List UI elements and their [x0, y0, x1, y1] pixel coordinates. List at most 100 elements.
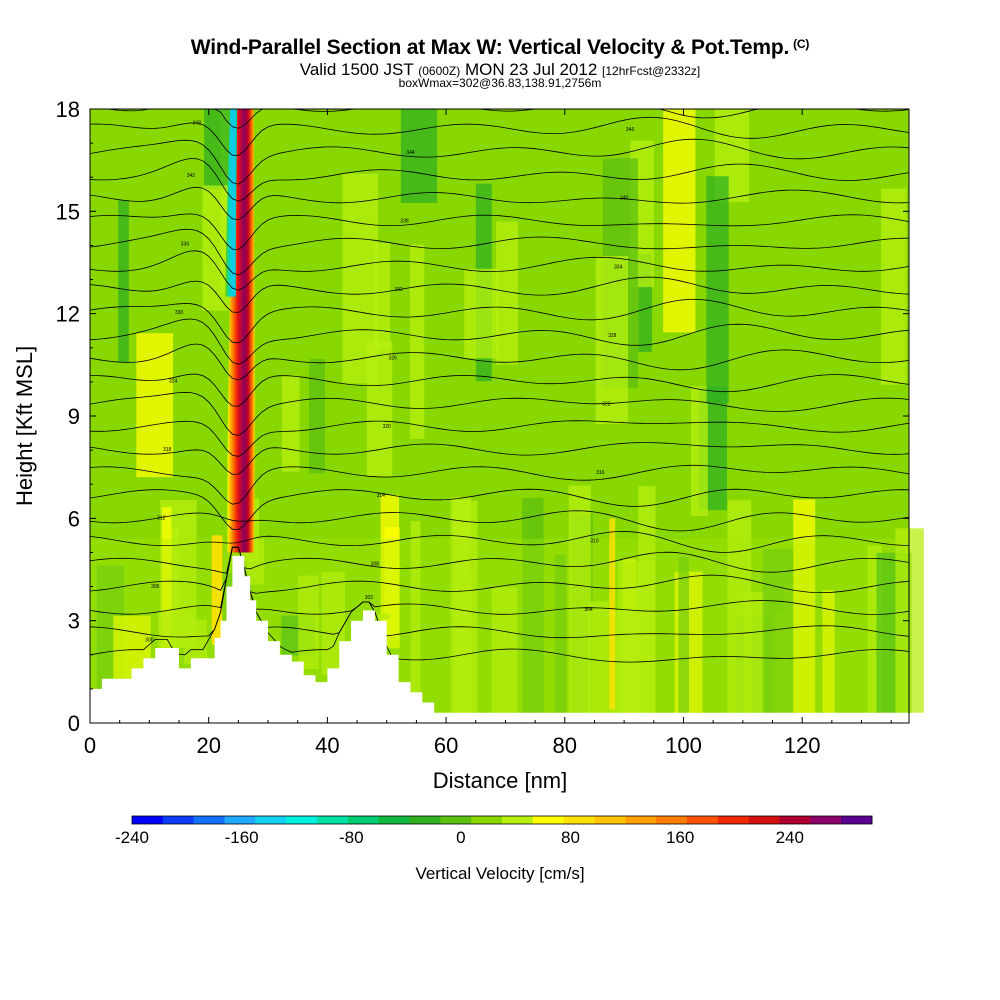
updraft-streak	[609, 518, 616, 710]
terrain-fill	[90, 555, 909, 723]
chart-subtitle: boxWmax=302@36.83,138.91,2756m	[398, 76, 602, 90]
y-tick-label: 12	[56, 302, 80, 327]
isentrope-320	[89, 420, 910, 457]
isentrope-308	[89, 546, 910, 574]
isentrope-label: 310	[590, 539, 599, 545]
colorbar-swatch	[162, 816, 194, 824]
velocity-streak	[743, 591, 765, 713]
velocity-streak	[118, 200, 129, 363]
velocity-streak	[309, 359, 325, 474]
velocity-streak	[522, 498, 544, 713]
velocity-streak	[136, 333, 174, 478]
velocity-streak	[158, 611, 194, 648]
colorbar-swatch	[471, 816, 503, 824]
y-axis: 0 3 6 9 12 15 18	[56, 97, 909, 736]
valid-utc: (0600Z)	[418, 64, 461, 78]
colorbar-swatch	[625, 816, 657, 824]
x-tick-label: 80	[553, 733, 577, 758]
isentrope-326	[89, 343, 910, 381]
y-tick-label: 0	[68, 711, 80, 736]
velocity-streak	[568, 485, 591, 713]
colorbar-swatch	[656, 816, 688, 824]
isentrope-332	[89, 276, 910, 313]
colorbar-swatch	[286, 816, 318, 824]
isentrope-338	[89, 213, 910, 251]
chart-title-main: Wind-Parallel Section at Max W: Vertical…	[190, 36, 790, 59]
colorbar-swatch	[132, 816, 164, 824]
colorbar-swatch	[193, 816, 225, 824]
isentrope-label: 326	[389, 356, 398, 362]
isentrope-340	[89, 186, 910, 221]
copyright-mark: (C)	[793, 37, 810, 51]
colorbar-swatch	[810, 816, 842, 824]
velocity-streak	[595, 255, 629, 425]
isentrope-label: 330	[175, 310, 184, 316]
x-tick-label: 20	[196, 733, 220, 758]
velocity-streak	[410, 521, 421, 693]
isentrope-344	[89, 138, 910, 185]
colorbar-tick-label: 0	[456, 828, 465, 847]
x-tick-label: 120	[784, 733, 821, 758]
isentrope-316	[89, 464, 910, 505]
isentrope-label: 336	[181, 241, 190, 247]
velocity-streak	[678, 556, 689, 713]
isentrope-lines	[89, 108, 910, 663]
isentrope-label: 340	[620, 196, 629, 202]
isentrope-334	[89, 250, 910, 291]
colorbar-tick-label: 80	[561, 828, 580, 847]
colorbar-swatch	[717, 816, 749, 824]
colorbar-tick-label: -160	[225, 828, 259, 847]
colorbar-swatch	[440, 816, 472, 824]
velocity-streak	[690, 386, 708, 516]
valid-time: Valid 1500 JST (0600Z) MON 23 Jul 2012 […	[0, 60, 1000, 80]
isentrope-label: 328	[608, 333, 617, 339]
isentrope-label: 320	[383, 424, 392, 430]
velocity-streak	[298, 575, 320, 670]
colorbar-label: Vertical Velocity [cm/s]	[415, 864, 585, 883]
isentrope-label: 302	[365, 595, 374, 601]
colorbar-swatch	[502, 816, 534, 824]
x-tick-label: 60	[434, 733, 458, 758]
velocity-streak	[450, 497, 471, 713]
forecast-info: [12hrFcst@2332z]	[602, 64, 701, 78]
terrain-profile	[90, 555, 909, 723]
isentrope-label: 344	[406, 150, 415, 156]
chart-title: Wind-Parallel Section at Max W: Vertical…	[0, 36, 1000, 60]
velocity-streak	[881, 188, 907, 385]
y-tick-label: 18	[56, 97, 80, 122]
isentrope-label: 322	[602, 401, 611, 407]
isentrope-306	[89, 546, 910, 594]
velocity-streak	[161, 507, 172, 648]
isentrope-label: 312	[157, 516, 166, 522]
velocity-streak	[168, 527, 180, 651]
isentrope-label: 338	[400, 219, 409, 225]
colorbar-swatch	[594, 816, 626, 824]
valid-date: MON 23 Jul 2012	[464, 60, 598, 79]
isentrope-330	[89, 298, 910, 344]
isentrope-336	[89, 228, 909, 276]
isentrope-310	[89, 530, 910, 553]
colorbar-swatch	[224, 816, 256, 824]
x-tick-label: 40	[315, 733, 339, 758]
isentrope-346	[89, 116, 910, 156]
isentrope-labels: 300 302 304 306 308 310 312 314 316 318 320 322 324 3…	[145, 121, 634, 644]
colorbar-swatch	[317, 816, 349, 824]
velocity-streak	[588, 601, 609, 713]
velocity-streak	[464, 268, 499, 359]
isentrope-label: 332	[394, 287, 403, 293]
isentrope-label: 314	[377, 493, 386, 499]
velocity-streak	[380, 495, 400, 638]
isentrope-label: 334	[614, 264, 623, 270]
valid-prefix: Valid 1500 JST	[299, 60, 414, 79]
velocity-cores	[211, 109, 616, 710]
isentrope-label: 306	[151, 584, 160, 590]
y-axis-label: Height [Kft MSL]	[12, 345, 37, 506]
velocity-streak	[822, 590, 835, 713]
velocity-streak	[793, 499, 816, 713]
velocity-streak	[374, 243, 391, 351]
isentrope-label: 346	[626, 127, 635, 133]
colorbar-swatch	[347, 816, 379, 824]
isentrope-324	[89, 373, 910, 407]
velocity-streak	[895, 528, 924, 713]
